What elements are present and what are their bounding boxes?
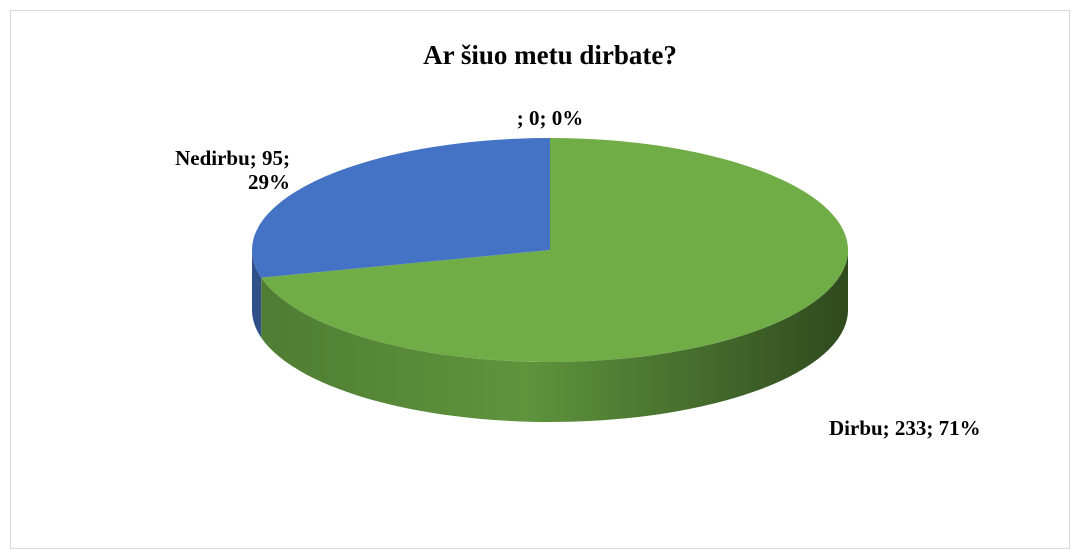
slice-side (261, 250, 848, 422)
slice (251, 138, 550, 278)
data-label: Dirbu; 233; 71% (829, 416, 981, 440)
pie (251, 138, 848, 422)
data-label: Nedirbu; 95; 29% (175, 146, 290, 194)
slice (261, 138, 848, 362)
data-label: ; 0; 0% (516, 106, 584, 130)
slice-side (252, 250, 262, 338)
chart-title: Ar šiuo metu dirbate? (423, 40, 677, 70)
